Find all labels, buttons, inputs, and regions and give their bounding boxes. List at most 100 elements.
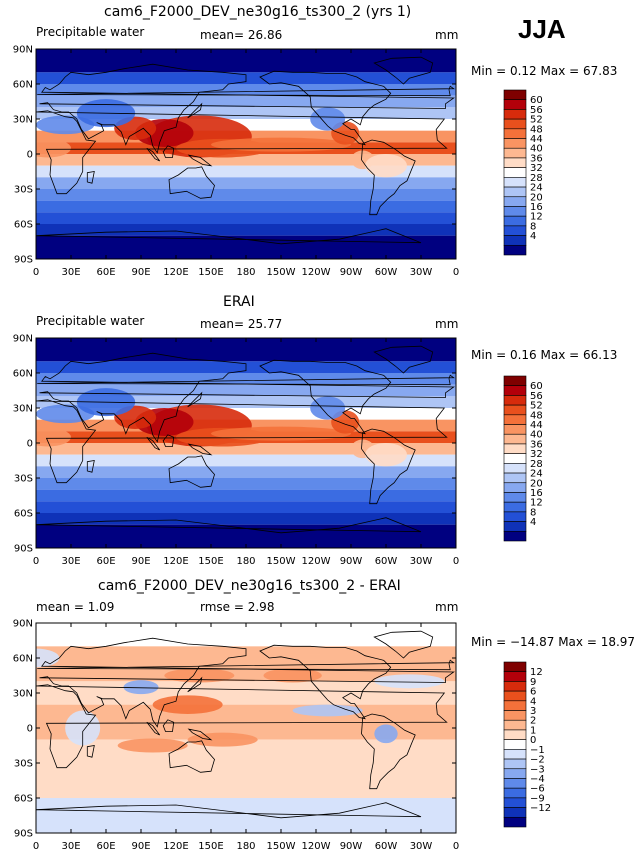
- colorbar-label: 60: [530, 381, 543, 392]
- colorbar-swatch: [503, 719, 527, 731]
- lat-tick-label: 60N: [13, 654, 33, 665]
- colorbar-swatch: [503, 99, 527, 110]
- colorbar-swatch: [503, 530, 527, 542]
- map-field-blob: [123, 680, 159, 695]
- coastline: [187, 154, 213, 167]
- lat-tick-label: 0: [27, 724, 33, 735]
- colorbar-label: 60: [530, 95, 543, 106]
- colorbar-label: 9: [530, 677, 536, 688]
- coastline: [373, 630, 434, 659]
- lon-tick-label: 120E: [163, 841, 188, 852]
- colorbar-swatch: [503, 700, 527, 711]
- colorbar-swatch: [503, 443, 527, 454]
- coastline: [146, 436, 161, 451]
- season-label: JJA: [518, 14, 566, 44]
- map-field-blob: [164, 668, 235, 683]
- colorbar-label: 16: [530, 488, 543, 499]
- panel-title-3: cam6_F2000_DEV_ne30g16_ts300_2 - ERAI: [98, 578, 401, 594]
- colorbar-label: 8: [530, 507, 536, 518]
- colorbar-label: 1: [530, 725, 536, 736]
- map-field-blob: [187, 732, 258, 747]
- lon-tick-label: 90W: [340, 556, 363, 567]
- colorbar-label: 4: [530, 517, 536, 528]
- colorbar-swatch: [503, 739, 527, 750]
- colorbar-swatch: [503, 816, 527, 828]
- colorbar-swatch: [503, 215, 527, 227]
- lon-tick-label: 90E: [131, 556, 150, 567]
- lon-tick-label: 180: [236, 841, 255, 852]
- coastline: [259, 644, 392, 720]
- coastline: [146, 721, 161, 736]
- colorbar-swatch: [503, 404, 527, 416]
- map-band: [36, 384, 456, 397]
- coastline: [39, 352, 455, 443]
- colorbar-swatch: [503, 472, 527, 484]
- colorbar-swatch: [503, 395, 527, 406]
- lon-tick-label: 180: [236, 556, 255, 567]
- colorbar-label: −6: [530, 784, 545, 795]
- map-band: [36, 338, 456, 362]
- colorbar-label: −2: [530, 755, 545, 766]
- map-band: [36, 443, 456, 455]
- map-band: [36, 478, 456, 490]
- panel-left-label-2: Precipitable water: [36, 314, 145, 328]
- colorbar-swatch: [503, 681, 527, 692]
- lon-tick-label: 180: [236, 267, 255, 278]
- lat-tick-label: 90N: [13, 45, 33, 56]
- colorbar-swatch: [503, 235, 527, 246]
- colorbar-swatch: [503, 244, 527, 256]
- map-field-blob: [36, 427, 71, 447]
- coastline: [187, 676, 203, 693]
- coastline: [168, 455, 215, 488]
- lon-tick-label: 30E: [61, 556, 80, 567]
- coastline: [259, 70, 392, 146]
- colorbar-swatch: [503, 186, 527, 198]
- colorbar-label: 12: [530, 667, 543, 678]
- panel-title-1: cam6_F2000_DEV_ne30g16_ts300_2 (yrs 1): [104, 4, 412, 20]
- coastline: [36, 228, 422, 259]
- coastline: [168, 740, 215, 773]
- colorbar-label: 24: [530, 469, 543, 480]
- lat-tick-label: 60S: [14, 509, 33, 520]
- coastline: [86, 745, 95, 758]
- lat-tick-label: 30S: [14, 474, 33, 485]
- map-field-blob: [365, 443, 407, 467]
- colorbar-swatch: [503, 690, 527, 702]
- map-band: [36, 84, 456, 96]
- colorbar-label: 2: [530, 716, 536, 727]
- map-band: [36, 373, 456, 385]
- colorbar-label: 56: [530, 391, 543, 402]
- map-field-blob: [36, 138, 71, 158]
- panel-mean-3: mean = 1.09: [36, 600, 115, 614]
- colorbar-swatch: [503, 463, 527, 474]
- coastline: [39, 637, 455, 728]
- colorbar-swatch: [503, 138, 527, 149]
- map-band: [36, 501, 456, 513]
- map-band: [36, 200, 456, 213]
- lat-tick-label: 0: [27, 150, 33, 161]
- colorbar-label: 48: [530, 410, 543, 421]
- map-field-blob: [36, 115, 95, 135]
- coastline: [36, 684, 448, 769]
- colorbar-label: 52: [530, 115, 543, 126]
- map-band: [36, 763, 456, 798]
- lat-tick-label: 30N: [13, 689, 33, 700]
- colorbar-swatch: [503, 511, 527, 522]
- lon-tick-label: 150E: [198, 267, 223, 278]
- map-band: [36, 107, 456, 119]
- colorbar-label: 0: [530, 735, 536, 746]
- colorbar-label: 40: [530, 430, 543, 441]
- lon-tick-label: 30W: [410, 841, 433, 852]
- panel-minmax-1: Min = 0.12 Max = 67.83: [471, 64, 618, 78]
- coastline: [373, 56, 434, 85]
- lat-tick-label: 30N: [13, 115, 33, 126]
- lon-tick-label: 30E: [61, 841, 80, 852]
- colorbar-label: 12: [530, 212, 543, 223]
- panel-left-label-1: Precipitable water: [36, 25, 145, 39]
- colorbar-label: 56: [530, 105, 543, 116]
